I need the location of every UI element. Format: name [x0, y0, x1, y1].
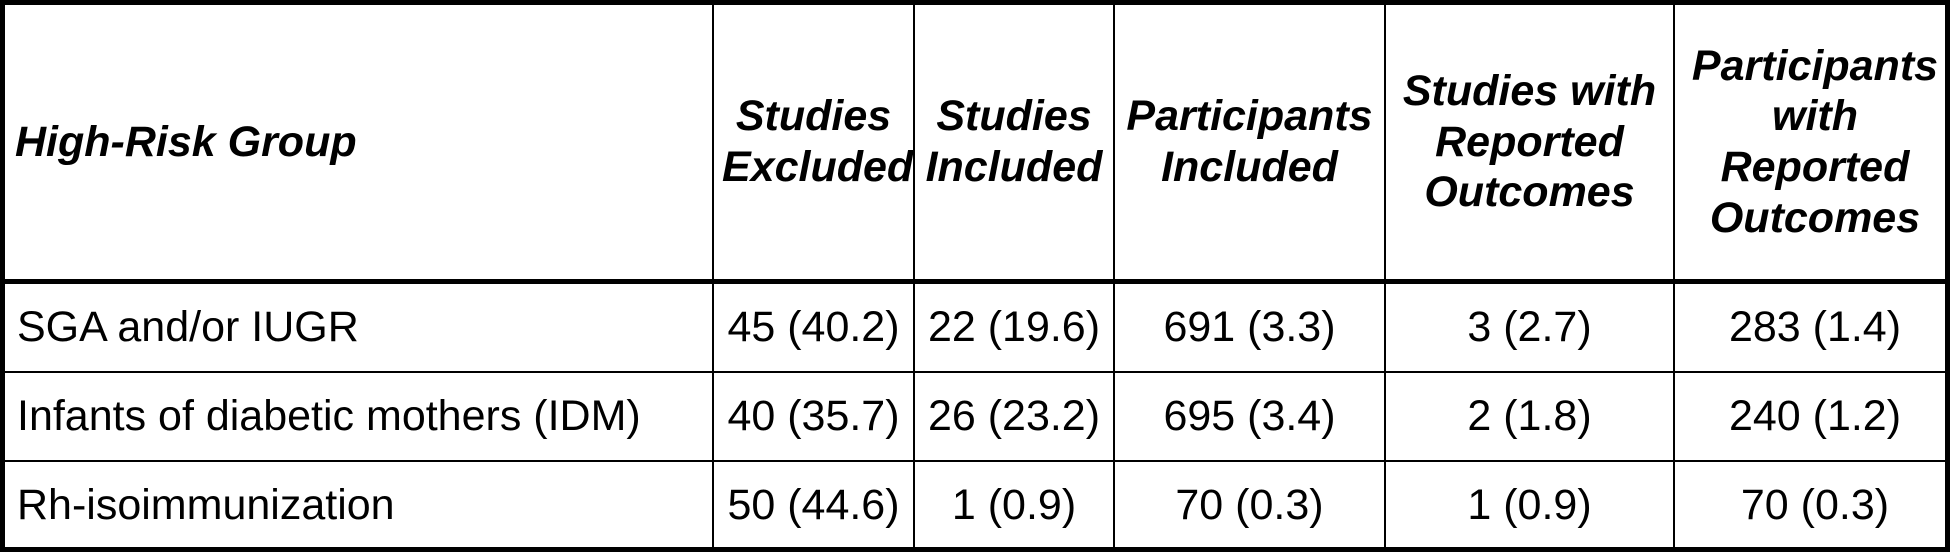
row-group-label: Infants of diabetic mothers (IDM) [5, 371, 714, 462]
studies-excluded-cell: 50 (44.6) [712, 460, 915, 549]
participants-reported-outcomes-cell: 240 (1.2) [1673, 371, 1950, 462]
participants-included-cell: 70 (0.3) [1113, 460, 1386, 549]
header-participants-included: Participants Included [1113, 5, 1386, 284]
row-group-label: Rh-isoimmunization [5, 460, 714, 549]
high-risk-group-table: High-Risk Group Studies Excluded Studies… [5, 5, 1950, 549]
studies-included-cell: 26 (23.2) [913, 371, 1115, 462]
participants-reported-outcomes-cell: 70 (0.3) [1673, 460, 1950, 549]
table-row: Infants of diabetic mothers (IDM) 40 (35… [5, 371, 1950, 462]
header-participants-with-reported-outcomes: Participants with Reported Outcomes [1673, 5, 1950, 284]
table-row: Rh-isoimmunization 50 (44.6) 1 (0.9) 70 … [5, 460, 1950, 549]
studies-included-cell: 1 (0.9) [913, 460, 1115, 549]
studies-excluded-cell: 40 (35.7) [712, 371, 915, 462]
header-row: High-Risk Group Studies Excluded Studies… [5, 5, 1950, 284]
table-body: SGA and/or IUGR 45 (40.2) 22 (19.6) 691 … [5, 280, 1950, 549]
header-studies-with-reported-outcomes: Studies with Reported Outcomes [1384, 5, 1675, 284]
participants-included-cell: 691 (3.3) [1113, 280, 1386, 373]
table-row: SGA and/or IUGR 45 (40.2) 22 (19.6) 691 … [5, 280, 1950, 373]
studies-reported-outcomes-cell: 2 (1.8) [1384, 371, 1675, 462]
participants-included-cell: 695 (3.4) [1113, 371, 1386, 462]
row-group-label: SGA and/or IUGR [5, 280, 714, 373]
participants-reported-outcomes-cell: 283 (1.4) [1673, 280, 1950, 373]
studies-reported-outcomes-cell: 3 (2.7) [1384, 280, 1675, 373]
studies-excluded-cell: 45 (40.2) [712, 280, 915, 373]
header-studies-excluded: Studies Excluded [712, 5, 915, 284]
studies-included-cell: 22 (19.6) [913, 280, 1115, 373]
header-high-risk-group: High-Risk Group [5, 5, 714, 284]
studies-reported-outcomes-cell: 1 (0.9) [1384, 460, 1675, 549]
header-studies-included: Studies Included [913, 5, 1115, 284]
table-header: High-Risk Group Studies Excluded Studies… [5, 5, 1950, 284]
